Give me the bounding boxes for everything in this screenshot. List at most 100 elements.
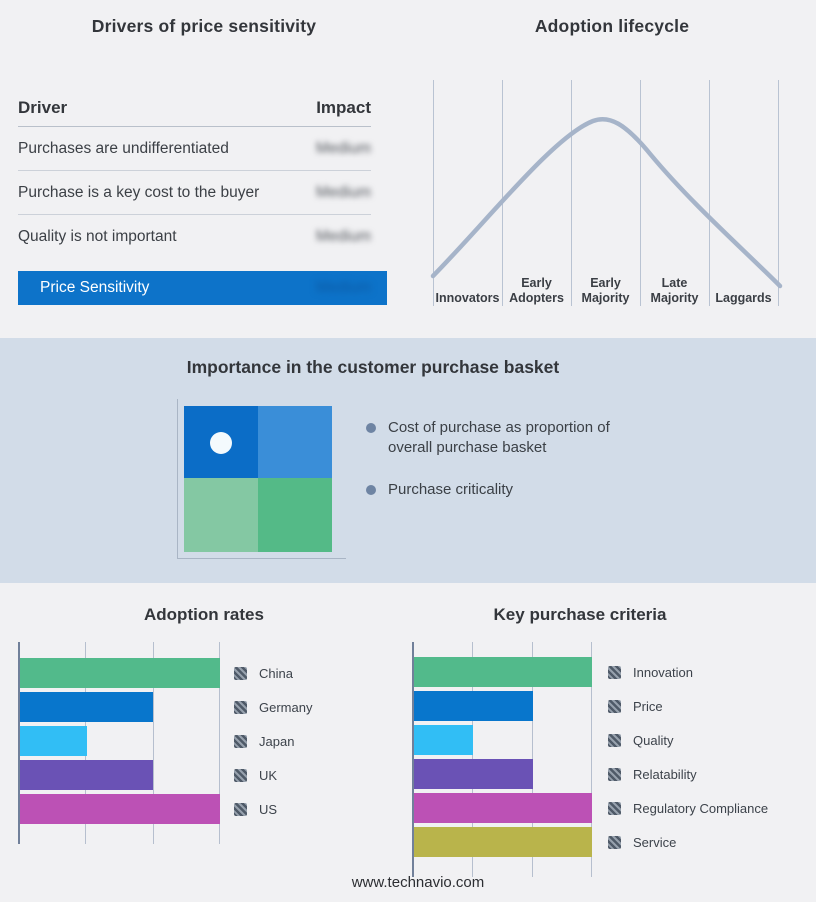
legend-item: Price [608,691,768,721]
stage-label-early-majority: Early Majority [581,276,630,305]
bullet-icon [366,484,376,495]
table-row: Purchases are undifferentiated Medium [18,127,371,171]
adoption-rates-title: Adoption rates [144,605,264,624]
bullet-text: Purchase criticality [388,480,514,498]
bar-regulatory-compliance [414,793,592,823]
list-item: Purchase criticality [366,480,646,500]
hatched-swatch-icon [608,733,621,747]
bar-innovation [414,657,592,687]
legend-item: Japan [234,726,312,756]
adoption-lifecycle-curve-chart [430,80,783,306]
bar-japan [20,726,87,756]
key-purchase-criteria-plot [412,642,592,877]
key-purchase-criteria-bar-chart: Innovation Price Quality Relatability Regula… [412,642,768,877]
legend-label: Innovation [633,664,693,680]
legend-label: Relatability [633,766,697,782]
lifecycle-stage-labels: Innovators Early Adopters Early Majority… [433,270,778,306]
bar-china [20,658,220,688]
driver-cell: Purchase is a key cost to the buyer [18,183,260,201]
stage-label-laggards: Laggards [715,290,772,305]
website-footer: www.technavio.com [351,874,485,891]
price-sensitivity-highlight-row: Price Sensitivity Medium [18,271,387,305]
driver-cell: Price Sensitivity [40,279,150,296]
quadrant-axis [177,399,346,559]
legend-label: UK [259,767,278,783]
legend-label: Service [633,834,677,850]
legend-item: US [234,794,312,824]
gridline [219,642,220,844]
legend-item: Germany [234,692,312,722]
impact-cell-blurred: Medium [315,183,371,201]
quadrant-bottom-left [184,478,258,552]
stage-label-innovators: Innovators [435,290,500,305]
bars-container [414,657,592,861]
quadrant-bottom-right [258,478,332,552]
purchase-basket-quadrant [184,406,332,552]
adoption-rates-bar-chart: China Germany Japan UK US [18,642,312,844]
legend-item: Service [608,827,768,857]
bar-service [414,827,592,857]
legend-label: US [259,801,278,817]
adoption-rates-plot [18,642,220,844]
table-row: Quality is not important Medium [18,215,371,259]
hatched-swatch-icon [608,801,621,815]
legend-item: UK [234,760,312,790]
quadrant-top-left [184,406,258,478]
bar-us [20,794,220,824]
legend-label: Price [633,698,663,714]
legend-label: Japan [259,733,295,749]
key-purchase-criteria-title: Key purchase criteria [493,605,667,624]
hatched-swatch-icon [608,699,621,713]
legend-label: Germany [259,699,313,715]
driver-cell: Purchases are undifferentiated [18,139,229,157]
hatched-swatch-icon [234,802,247,816]
hatched-swatch-icon [234,666,247,680]
hatched-swatch-icon [608,767,621,781]
legend-item: Relatability [608,759,768,789]
drivers-table: Driver Impact Purchases are undifferenti… [18,93,387,305]
lifecycle-gridlines [433,80,779,306]
bars-container [20,658,220,828]
legend-label: China [259,665,293,681]
impact-cell-blurred: Medium [315,139,371,157]
quadrant-top-right [258,406,332,478]
y-axis-line [18,642,20,844]
legend-item: Regulatory Compliance [608,793,768,823]
stage-label-late-majority: Late Majority [650,276,699,305]
bullet-text: Cost of purchase as proportion of overal… [388,419,610,456]
hatched-swatch-icon [234,700,247,714]
basket-band-title: Importance in the customer purchase bask… [186,357,560,377]
driver-column-header: Driver [18,98,68,117]
chart-legend: China Germany Japan UK US [234,642,312,844]
driver-cell: Quality is not important [18,228,177,245]
y-axis-line [412,642,414,877]
gridline [591,642,592,877]
table-row: Purchase is a key cost to the buyer Medi… [18,171,371,215]
list-item: Cost of purchase as proportion of overal… [366,418,646,458]
bar-price [414,691,533,721]
legend-label: Regulatory Compliance [633,800,769,816]
legend-item: China [234,658,312,688]
impact-cell-blurred: Medium [315,279,371,296]
bar-germany [20,692,154,722]
chart-legend: Innovation Price Quality Relatability Regula… [608,642,768,877]
hatched-swatch-icon [234,734,247,748]
bar-relatability [414,759,533,789]
gridline [152,642,154,844]
hatched-swatch-icon [234,768,247,782]
impact-cell-blurred: Medium [315,228,371,245]
basket-bullet-list: Cost of purchase as proportion of overal… [366,418,646,499]
bar-quality [414,725,474,755]
drivers-panel-title: Drivers of price sensitivity [91,16,317,36]
position-marker-dot [210,432,232,454]
drivers-table-header: Driver Impact [18,93,371,127]
legend-item: Innovation [608,657,768,687]
legend-label: Quality [633,732,674,748]
stage-label-early-adopters: Early Adopters [509,276,564,305]
impact-column-header: Impact [316,98,371,117]
legend-item: Quality [608,725,768,755]
bell-curve [430,116,783,289]
bar-uk [20,760,154,790]
hatched-swatch-icon [608,665,621,679]
